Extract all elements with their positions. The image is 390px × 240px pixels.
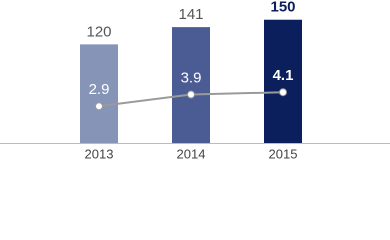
bar (80, 44, 118, 143)
x-tick-label: 2013 (85, 146, 114, 161)
line-value-label: 4.1 (273, 67, 294, 84)
line-point (187, 90, 195, 99)
line-point (95, 102, 103, 111)
line-point (279, 88, 287, 97)
x-tick-label: 2014 (177, 146, 206, 161)
line-value-label: 3.9 (181, 70, 202, 87)
x-tick-label: 2015 (269, 146, 298, 161)
bar (264, 19, 302, 144)
bar-value-label: 141 (178, 6, 203, 23)
bar (172, 27, 210, 143)
bar-value-label: 150 (270, 0, 295, 16)
bar-value-label: 120 (86, 23, 111, 40)
line-value-label: 2.9 (89, 81, 110, 98)
chart: 2013 2014 2015 120 141 150 2.9 3.9 4.1 (0, 0, 390, 161)
